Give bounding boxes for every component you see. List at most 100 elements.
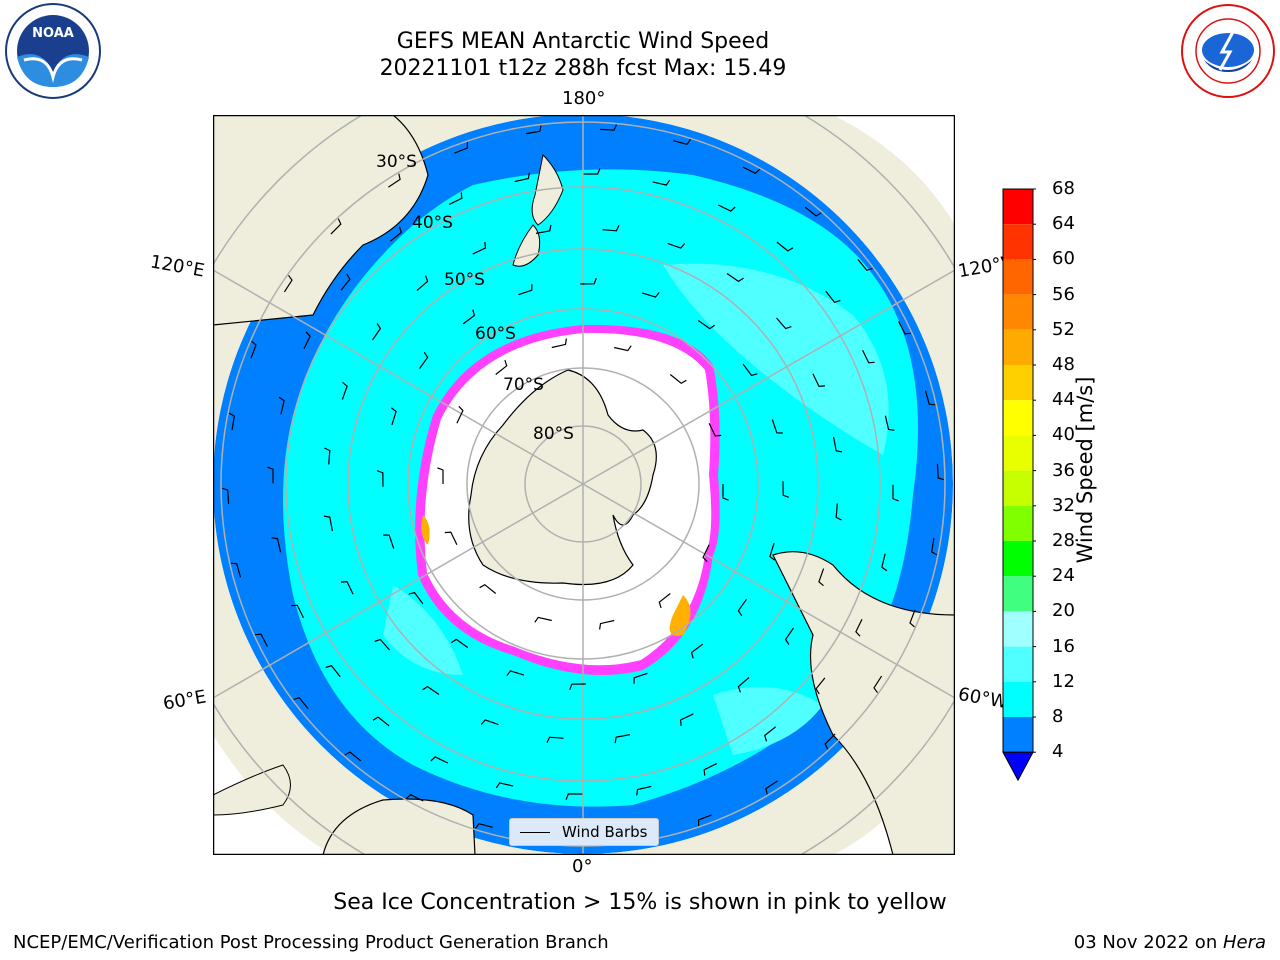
- wind-barb: [456, 405, 464, 424]
- lon-label-0: 0°: [572, 856, 593, 877]
- wind-barb: [546, 736, 564, 743]
- colorbar-tick-label: 36: [1052, 459, 1075, 481]
- colorbar-segment: [1003, 224, 1033, 260]
- wind-barb: [580, 277, 597, 285]
- wind-barb: [769, 542, 775, 561]
- wind-barb: [936, 463, 945, 481]
- lat-label-30s: 30°S: [376, 152, 417, 172]
- colorbar-tick-label: 68: [1052, 178, 1075, 199]
- colorbar-segment: [1003, 259, 1033, 295]
- wind-barb: [454, 142, 468, 154]
- wind-barb: [909, 609, 916, 628]
- wind-barb: [690, 643, 704, 659]
- legend-label: Wind Barbs: [562, 823, 648, 841]
- footer-branch: NCEP/EMC/Verification Post Processing Pr…: [13, 932, 609, 953]
- wind-barb: [673, 139, 691, 145]
- noaa-logo-text: NOAA: [32, 26, 74, 41]
- wind-barb: [815, 677, 826, 695]
- colorbar-tick-label: 20: [1052, 600, 1075, 622]
- wind-barb: [771, 419, 783, 434]
- wind-barb: [855, 618, 863, 637]
- wind-barb: [697, 320, 716, 330]
- colorbar-segment: [1003, 400, 1033, 436]
- wind-barb: [372, 323, 382, 341]
- wind-barb: [737, 598, 747, 617]
- wind-barb: [722, 484, 729, 501]
- wind-barb: [633, 672, 648, 684]
- colorbar-segment: [1003, 717, 1033, 753]
- wind-barb: [884, 415, 895, 431]
- colorbar-label: Wind Speed [m/s]: [1073, 376, 1097, 564]
- wind-barb: [278, 396, 285, 415]
- lat-label-50s: 50°S: [444, 270, 485, 290]
- wind-barb: [419, 351, 429, 370]
- wind-barb: [824, 733, 836, 750]
- colorbar-segment: [1003, 294, 1033, 330]
- wind-barb: [293, 696, 309, 709]
- lat-label-40s: 40°S: [412, 213, 453, 233]
- colorbar-tick-label: 8: [1052, 706, 1064, 727]
- wind-barb: [506, 670, 525, 676]
- colorbar-tick-label: 48: [1052, 354, 1075, 375]
- wind-barb: [416, 275, 429, 291]
- colorbar-segment: [1003, 646, 1033, 682]
- wind-barb: [303, 331, 311, 350]
- wind-barb: [250, 340, 257, 359]
- wind-barb: [514, 172, 530, 183]
- legend-wind-barb-line: [520, 832, 550, 833]
- wind-barb: [475, 823, 493, 829]
- wind-barb: [833, 436, 843, 453]
- wind-barb: [271, 537, 282, 553]
- wind-barb: [495, 782, 514, 789]
- wind-barb: [391, 407, 397, 426]
- wind-barb: [636, 785, 652, 796]
- wind-barb: [702, 544, 710, 563]
- wind-barb: [818, 568, 825, 587]
- colorbar-segment: [1003, 576, 1033, 612]
- wind-barb: [480, 719, 499, 726]
- colorbar-segment: [1003, 365, 1033, 401]
- colorbar-tick-label: 44: [1052, 389, 1075, 411]
- colorbar-tick-label: 4: [1052, 741, 1064, 763]
- wind-barb: [742, 363, 758, 377]
- colorbar-tick-label: 60: [1052, 248, 1075, 270]
- footer-date-text: 03 Nov 2022 on: [1073, 932, 1223, 953]
- colorbar-tick-label: 28: [1052, 530, 1075, 551]
- wind-barb: [602, 225, 620, 232]
- wind-barb: [784, 627, 794, 645]
- wind-barb: [862, 349, 875, 364]
- colorbar-segment: [1003, 681, 1033, 717]
- wind-barb: [450, 638, 469, 648]
- wind-barb: [782, 481, 790, 498]
- wind-barb: [679, 713, 694, 727]
- colorbar-tick-label: 56: [1052, 283, 1075, 305]
- wind-barb: [444, 531, 458, 545]
- colorbar-extend-arrow: [1002, 751, 1034, 782]
- wind-barb: [534, 616, 552, 623]
- wind-barb: [599, 619, 615, 630]
- wind-barb: [330, 218, 342, 235]
- wind-barb: [344, 751, 362, 762]
- wind-barb: [776, 241, 794, 252]
- lon-label-120e: 120°E: [148, 251, 207, 282]
- colorbar-segment: [1003, 329, 1033, 365]
- land-south-america: [772, 551, 955, 855]
- wind-barb: [291, 604, 304, 619]
- wind-barb: [924, 390, 936, 406]
- wind-barb: [525, 125, 542, 135]
- colorbar-segment: [1003, 505, 1033, 541]
- wind-barb: [422, 685, 440, 695]
- wind-barb: [726, 273, 744, 283]
- colorbar-tick-label: 12: [1052, 670, 1075, 692]
- footer-host: Hera: [1222, 932, 1266, 953]
- wind-barb: [881, 553, 888, 572]
- wind-barb: [892, 484, 899, 502]
- colorbar-tick-label: 24: [1052, 565, 1075, 587]
- lat-label-80s: 80°S: [533, 424, 574, 444]
- wind-barb: [389, 226, 402, 242]
- wind-barb: [641, 292, 660, 298]
- antarctic-map: [213, 115, 955, 855]
- wind-barb: [324, 447, 331, 465]
- wind-barb: [898, 321, 912, 335]
- wind-barb: [857, 259, 873, 272]
